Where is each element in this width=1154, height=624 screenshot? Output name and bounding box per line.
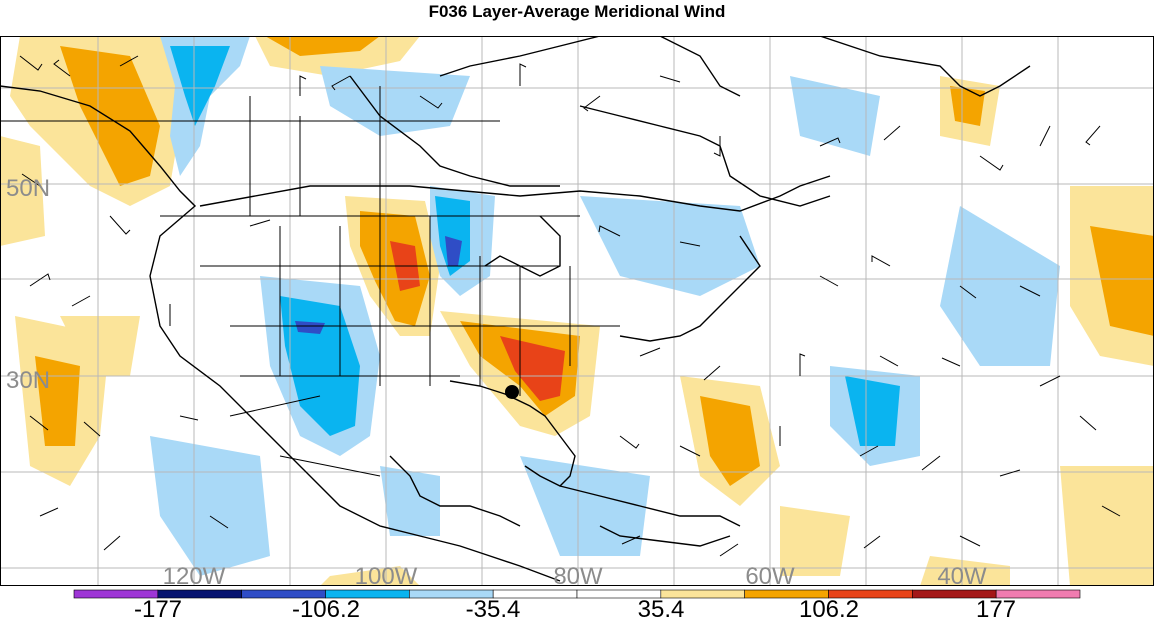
colorbar-label: -106.2 [291, 596, 361, 623]
graticule [0, 36, 1154, 586]
colorbar-label: 106.2 [798, 596, 860, 623]
lon-label-60w: 60W [745, 563, 795, 586]
map-title: F036 Layer-Average Meridional Wind [428, 2, 726, 21]
lon-label-100w: 100W [355, 563, 418, 586]
lat-label-30n: 30N [6, 367, 50, 394]
political-borders [0, 86, 620, 477]
meridional-wind-map: 50N 30N 120W 100W 80W 60W 40W [0, 36, 1154, 586]
lon-label-120w: 120W [163, 563, 226, 586]
colorbar-label: -35.4 [465, 596, 521, 623]
black-dot-marker [505, 385, 519, 399]
colorbar [73, 589, 1081, 599]
wind-barbs [19, 55, 1121, 557]
colorbar-label: 177 [975, 596, 1017, 623]
colorbar-segment [995, 589, 1081, 599]
colorbar-label: -177 [133, 596, 183, 623]
lon-label-80w: 80W [553, 563, 603, 586]
lon-label-40w: 40W [937, 563, 987, 586]
colorbar-label: 35.4 [637, 596, 685, 623]
lat-label-50n: 50N [6, 175, 50, 202]
